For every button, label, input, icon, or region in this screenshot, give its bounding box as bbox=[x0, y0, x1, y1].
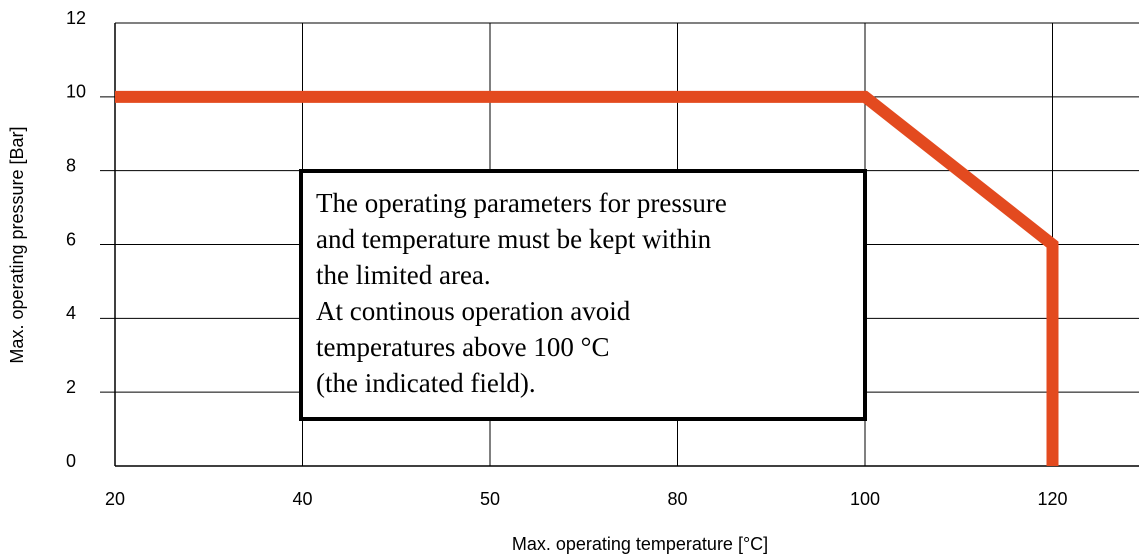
y-tick-label: 8 bbox=[66, 155, 76, 175]
y-tick-label: 6 bbox=[66, 229, 76, 249]
x-tick-label: 100 bbox=[850, 489, 880, 509]
annotation-text: temperatures above 100 °C bbox=[316, 332, 609, 362]
x-tick-label: 80 bbox=[667, 489, 687, 509]
annotation-text: The operating parameters for pressure bbox=[316, 188, 727, 218]
line bbox=[115, 90, 1059, 466]
x-axis-label: Max. operating temperature [°C] bbox=[512, 534, 768, 554]
x-tick-label: 20 bbox=[105, 489, 125, 509]
y-tick-label: 12 bbox=[66, 8, 86, 28]
y-tick-label: 10 bbox=[66, 82, 86, 102]
y-axis-label: Max. operating pressure [Bar] bbox=[7, 126, 27, 363]
x-tick-label: 120 bbox=[1037, 489, 1067, 509]
x-tick-label: 40 bbox=[292, 489, 312, 509]
y-tick-label: 0 bbox=[66, 451, 76, 471]
annotation-box bbox=[299, 169, 867, 421]
annotation-text: (the indicated field). bbox=[316, 368, 536, 398]
y-tick-label: 4 bbox=[66, 303, 76, 323]
annotation-text: At continous operation avoid bbox=[316, 296, 631, 326]
annotation-text: the limited area. bbox=[316, 260, 491, 290]
x-tick-label: 50 bbox=[480, 489, 500, 509]
y-tick-label: 2 bbox=[66, 377, 76, 397]
annotation-text: and temperature must be kept within bbox=[316, 224, 712, 254]
